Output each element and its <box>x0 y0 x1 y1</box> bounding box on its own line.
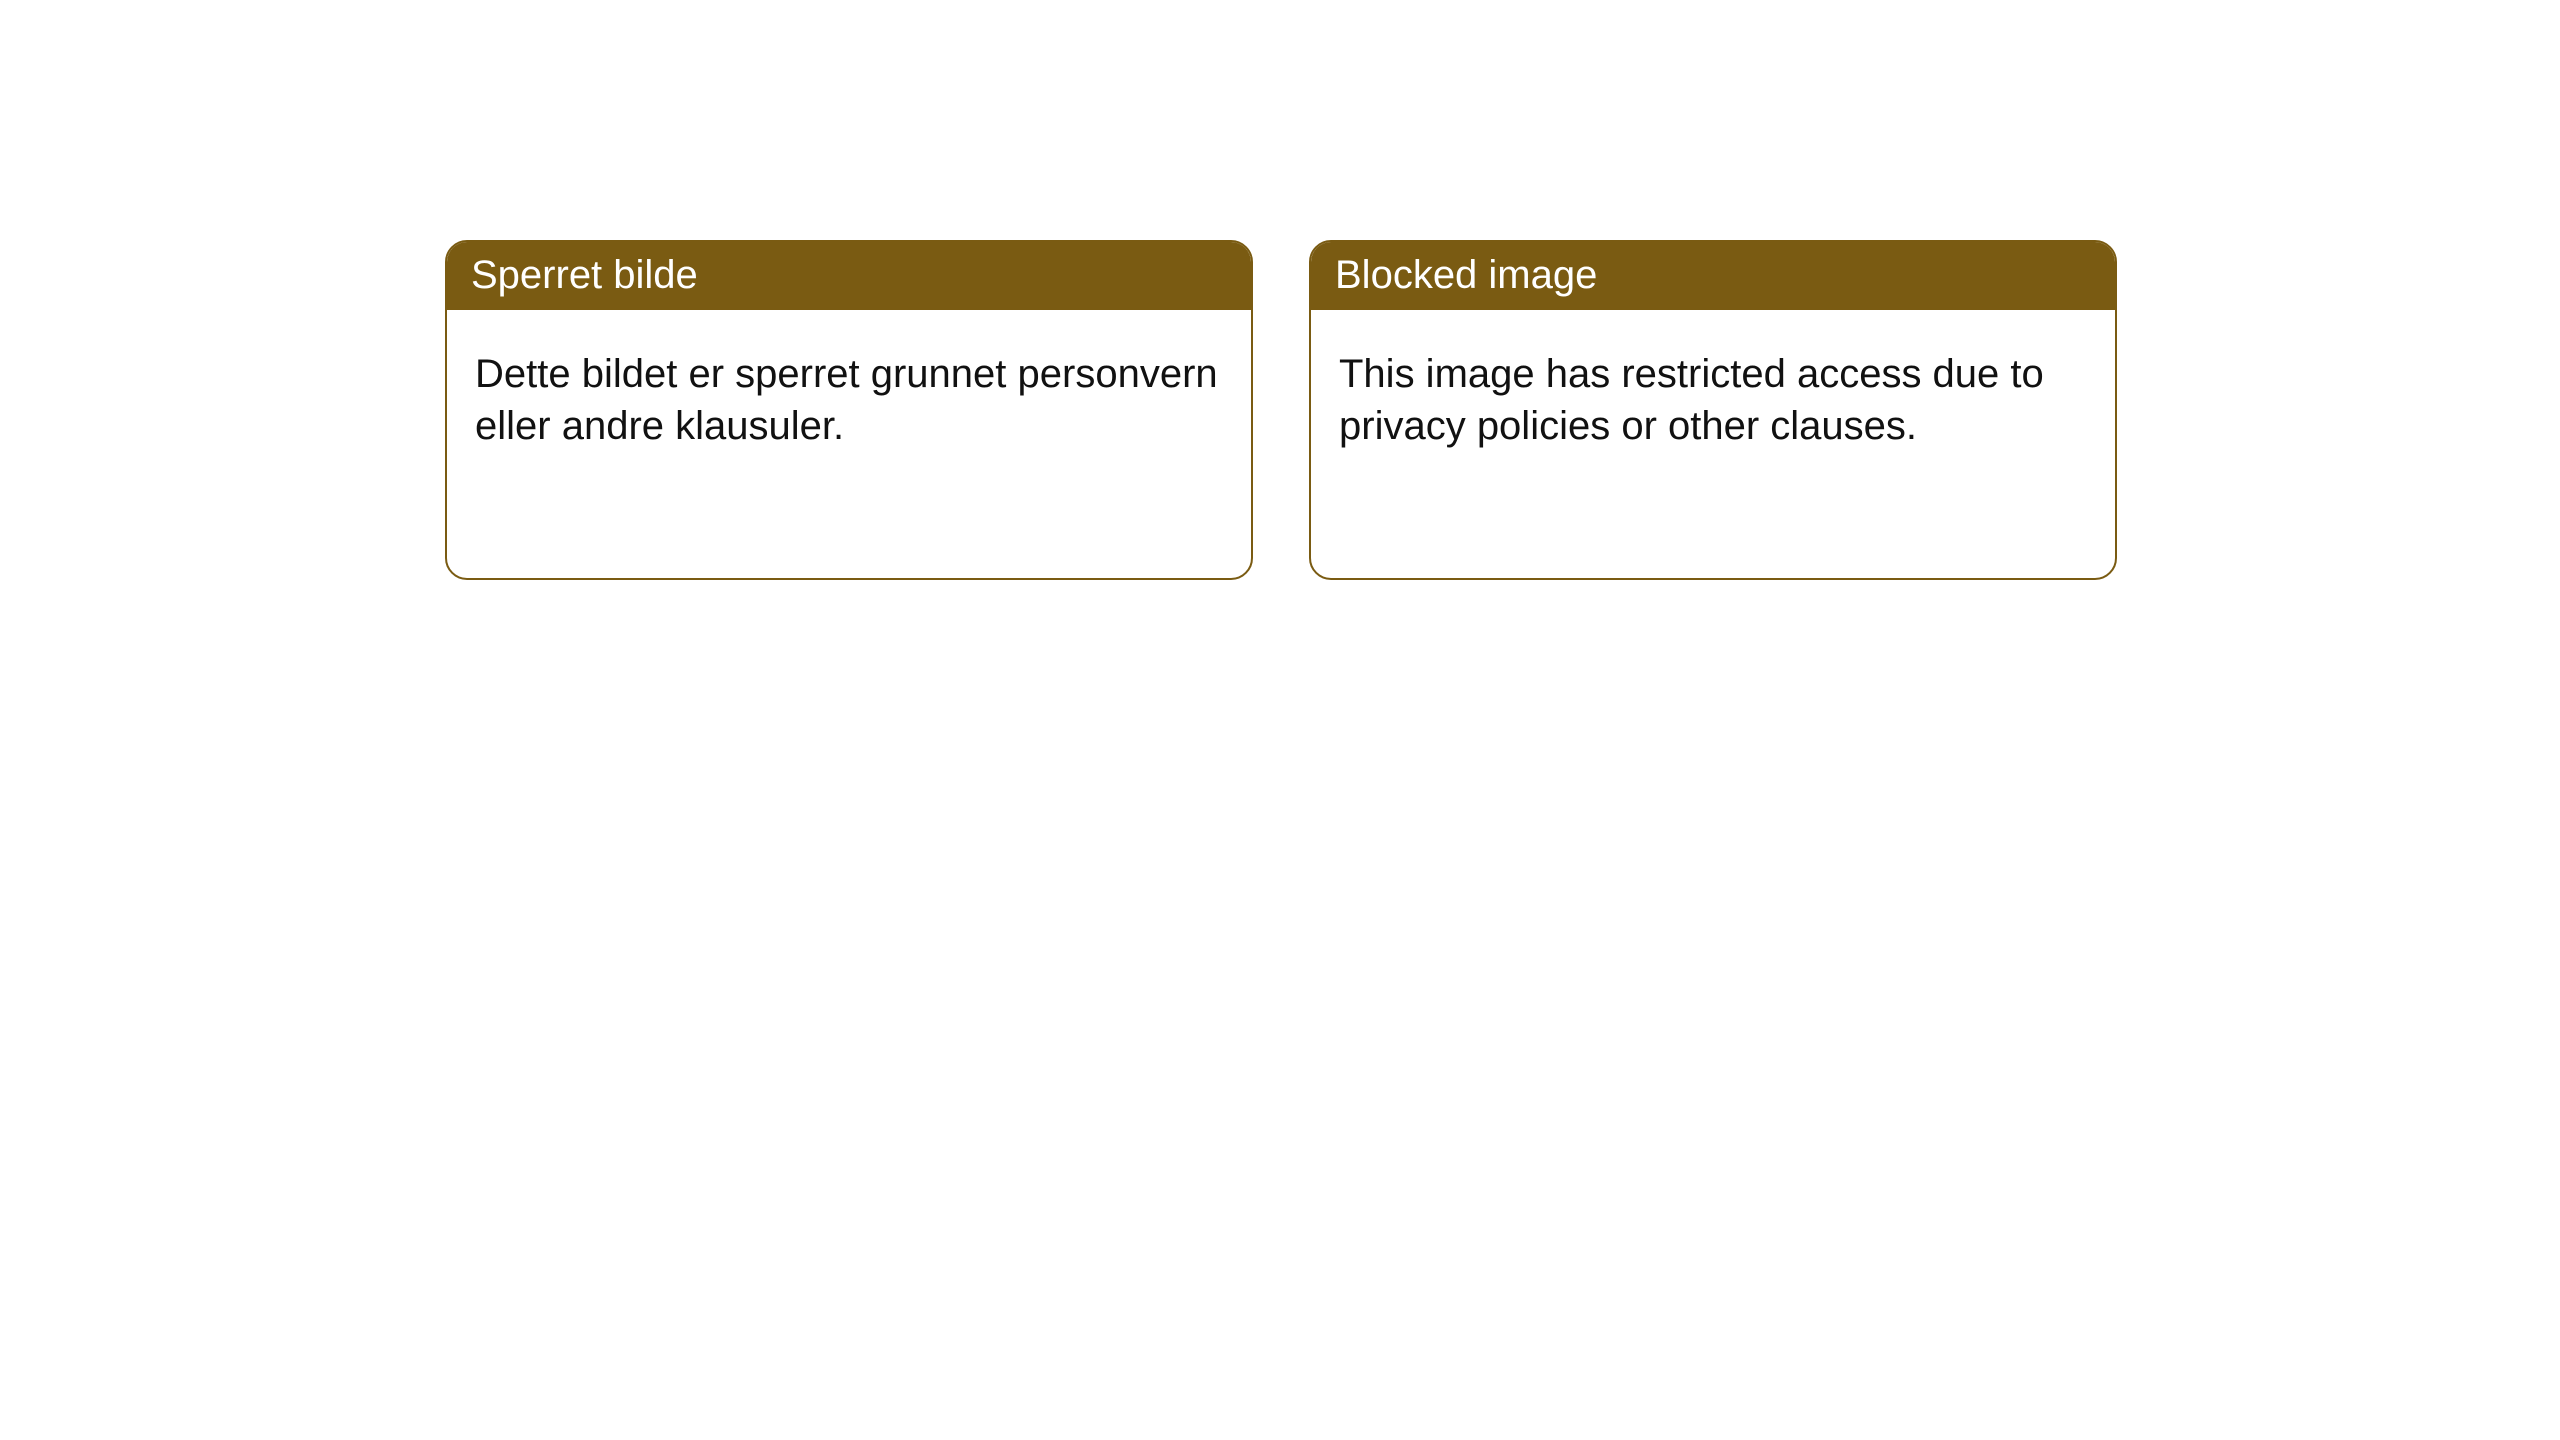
card-body-text: This image has restricted access due to … <box>1311 310 2115 480</box>
blocked-image-card-en: Blocked image This image has restricted … <box>1309 240 2117 580</box>
card-header: Blocked image <box>1311 242 2115 310</box>
card-header: Sperret bilde <box>447 242 1251 310</box>
blocked-image-card-no: Sperret bilde Dette bildet er sperret gr… <box>445 240 1253 580</box>
card-body-text: Dette bildet er sperret grunnet personve… <box>447 310 1251 480</box>
notice-row: Sperret bilde Dette bildet er sperret gr… <box>0 0 2560 580</box>
